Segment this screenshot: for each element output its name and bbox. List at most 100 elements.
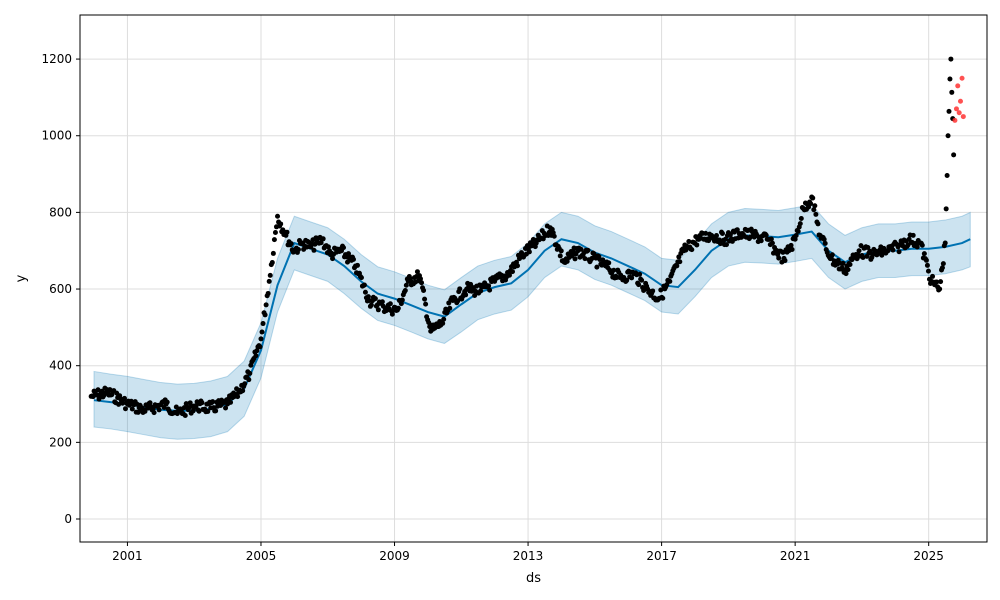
observed-point [558, 248, 564, 254]
observed-point [856, 248, 862, 254]
y-axis-ticks: 0 200 400 600 800 1000 1200 [41, 52, 80, 526]
recent-point [953, 106, 959, 112]
observed-point [260, 321, 266, 327]
observed-point [266, 278, 272, 284]
x-tick-label: 2013 [513, 549, 544, 563]
observed-point [263, 302, 269, 308]
observed-point [811, 207, 817, 213]
observed-point [421, 287, 427, 293]
observed-point [311, 247, 317, 253]
observed-point [387, 301, 393, 307]
observed-points [88, 56, 957, 418]
observed-point [422, 296, 428, 302]
observed-point [509, 269, 515, 275]
observed-point [193, 403, 199, 409]
observed-point [758, 238, 764, 244]
observed-point [650, 288, 656, 294]
observed-point [486, 283, 492, 289]
observed-point [923, 257, 929, 263]
observed-point [829, 252, 835, 258]
observed-point [235, 394, 241, 400]
y-tick-label: 200 [49, 435, 72, 449]
observed-point [330, 256, 336, 262]
observed-point [267, 272, 273, 278]
observed-point [164, 399, 170, 405]
observed-point [578, 246, 584, 252]
observed-point [284, 229, 290, 235]
observed-point [808, 201, 814, 207]
observed-point [320, 236, 326, 242]
observed-point [674, 263, 680, 269]
observed-point [885, 248, 891, 254]
observed-point [129, 406, 135, 412]
observed-point [288, 241, 294, 247]
observed-point [196, 408, 202, 414]
observed-point [403, 282, 409, 288]
recent-point [960, 114, 966, 120]
observed-point [257, 344, 263, 350]
observed-point [419, 280, 425, 286]
observed-point [270, 250, 276, 256]
observed-point [151, 410, 157, 416]
observed-point [551, 233, 557, 239]
observed-point [530, 237, 536, 243]
observed-point [122, 395, 128, 401]
observed-point [213, 408, 219, 414]
observed-point [368, 302, 374, 308]
observed-point [723, 242, 729, 248]
observed-point [840, 260, 846, 266]
observed-point [798, 216, 804, 222]
observed-point [358, 275, 364, 281]
observed-point [414, 269, 420, 275]
observed-point [924, 262, 930, 268]
y-tick-label: 1200 [41, 52, 72, 66]
observed-point [506, 272, 512, 278]
observed-point [714, 233, 720, 239]
observed-point [843, 271, 849, 277]
observed-point [722, 236, 728, 242]
observed-point [228, 399, 234, 405]
observed-point [585, 247, 591, 253]
observed-point [271, 237, 277, 243]
observed-point [847, 262, 853, 268]
observed-point [921, 251, 927, 257]
observed-point [629, 275, 635, 281]
observed-point [938, 279, 944, 285]
observed-point [946, 108, 952, 114]
observed-point [822, 240, 828, 246]
observed-point [253, 353, 259, 359]
observed-point [782, 258, 788, 264]
observed-point [272, 229, 278, 235]
observed-point [468, 281, 474, 287]
observed-point [362, 289, 368, 295]
observed-point [582, 256, 588, 262]
observed-point [350, 256, 356, 262]
observed-point [295, 247, 301, 253]
observed-point [703, 230, 709, 236]
observed-point [788, 242, 794, 248]
x-tick-label: 2021 [780, 549, 811, 563]
observed-point [939, 265, 945, 271]
observed-point [572, 256, 578, 262]
recent-point [959, 75, 965, 81]
observed-point [606, 260, 612, 266]
observed-point [694, 242, 700, 248]
observed-point [116, 401, 122, 407]
observed-point [514, 263, 520, 269]
observed-point [677, 259, 683, 265]
observed-point [948, 56, 954, 62]
observed-point [769, 240, 775, 246]
recent-point [955, 83, 961, 89]
observed-point [813, 211, 819, 217]
observed-point [624, 277, 630, 283]
x-tick-label: 2017 [646, 549, 677, 563]
observed-point [447, 305, 453, 311]
observed-point [930, 273, 936, 279]
observed-point [865, 244, 871, 250]
observed-point [943, 206, 949, 212]
observed-point [776, 255, 782, 261]
observed-point [423, 301, 429, 307]
observed-point [223, 405, 229, 411]
